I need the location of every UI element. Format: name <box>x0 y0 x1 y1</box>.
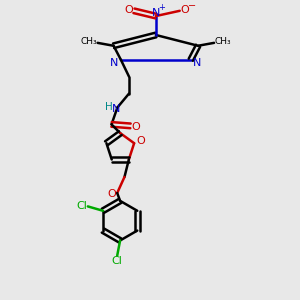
Text: −: − <box>188 1 196 11</box>
Text: Cl: Cl <box>112 256 123 266</box>
Text: Cl: Cl <box>76 201 87 211</box>
Text: O: O <box>131 122 140 132</box>
Text: H: H <box>105 102 112 112</box>
Text: N: N <box>193 58 201 68</box>
Text: CH₃: CH₃ <box>80 37 97 46</box>
Text: O: O <box>108 190 116 200</box>
Text: N: N <box>110 58 118 68</box>
Text: O: O <box>124 4 133 15</box>
Text: N: N <box>152 8 160 18</box>
Text: O: O <box>136 136 145 146</box>
Text: O: O <box>181 4 189 15</box>
Text: N: N <box>111 104 120 114</box>
Text: +: + <box>158 3 165 12</box>
Text: CH₃: CH₃ <box>214 37 231 46</box>
